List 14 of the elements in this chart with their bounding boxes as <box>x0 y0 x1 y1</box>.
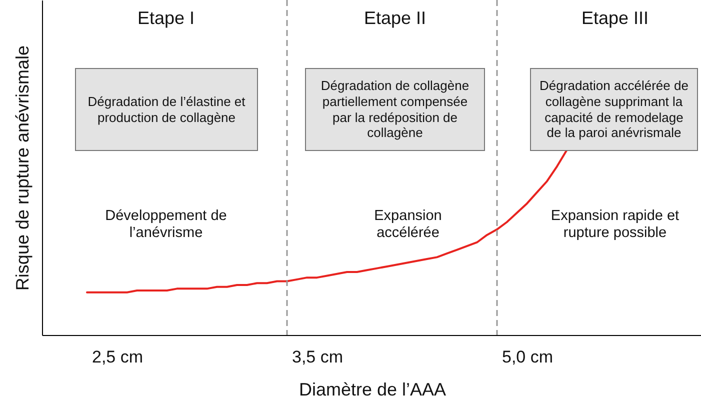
annotation: Expansion accélérée <box>373 208 443 243</box>
x-tick-label: 5,0 cm <box>502 348 554 366</box>
text: Etape II <box>362 8 428 30</box>
x-tick-label: 3,5 cm <box>292 348 344 366</box>
x-tick-label: 2,5 cm <box>92 348 144 366</box>
y-axis-title: Risque de rupture anévrismale <box>12 45 32 291</box>
text-box: Dégradation de collagène partiellement compensée par la redéposition de collagène <box>305 68 485 151</box>
text: Etape III <box>580 8 650 30</box>
annotation: Expansion rapide et rupture possible <box>550 208 680 243</box>
text-box: Dégradation de l’élastine et production de collagène <box>75 68 258 151</box>
text-box: Dégradation accélérée de collagène supprimant la capacité de remodelage de la paroi anévrismale <box>530 68 698 151</box>
annotation: Développement de l’anévrisme <box>104 208 228 243</box>
x-axis-title: Diamètre de l’AAA <box>298 380 446 400</box>
text: Etape I <box>136 8 196 30</box>
